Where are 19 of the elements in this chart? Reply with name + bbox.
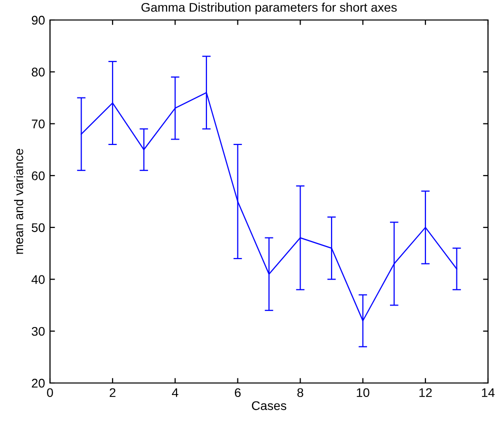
y-tick-label: 40 [32, 275, 45, 284]
x-tick-label: 8 [297, 388, 304, 398]
x-tick-label: 14 [482, 388, 495, 397]
x-tick-label: 6 [234, 388, 241, 398]
x-axis-title: Cases [252, 401, 286, 410]
y-tick-label: 20 [32, 378, 45, 388]
x-tick-label: 4 [172, 388, 178, 397]
chart-title: Gamma Distribution parameters for short axes [141, 2, 397, 14]
x-tick-label: 10 [356, 388, 370, 398]
x-tick-label: 12 [419, 388, 432, 397]
x-tick-label: 2 [110, 388, 116, 397]
y-tick-label: 30 [32, 326, 45, 336]
y-axis-title: mean and variance [14, 148, 24, 254]
y-tick-label: 90 [32, 16, 45, 25]
y-tick-label: 60 [32, 171, 45, 180]
x-tick-label: 0 [47, 388, 53, 398]
y-tick-label: 50 [32, 223, 45, 232]
y-tick-label: 70 [32, 120, 45, 128]
y-tick-label: 80 [32, 68, 45, 77]
